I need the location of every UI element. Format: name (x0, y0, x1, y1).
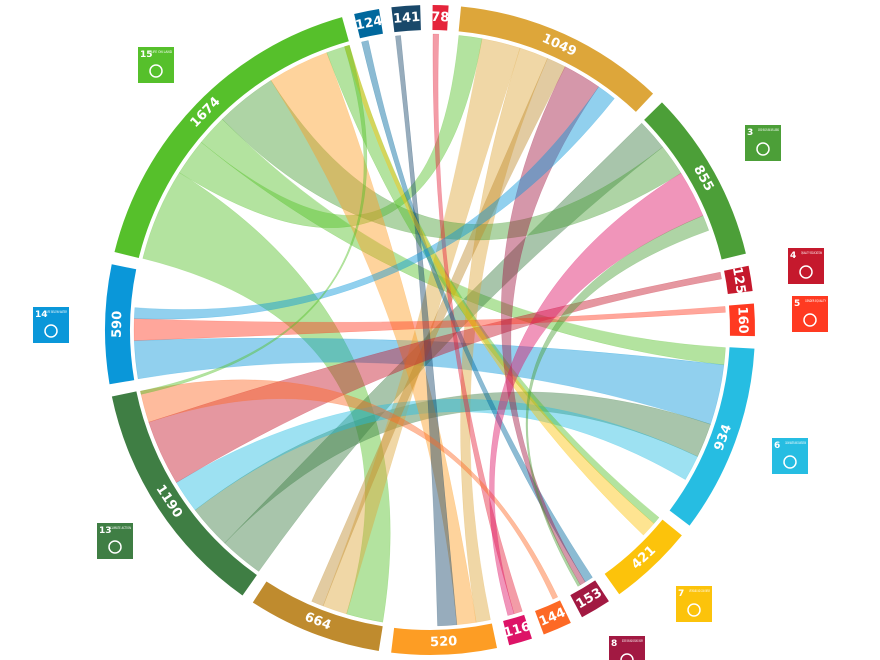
chord (311, 57, 566, 607)
sdg-icon-label: CLEAN WATER AND SANITATION (785, 441, 806, 445)
arc-segment (391, 623, 498, 655)
arc-segment (105, 264, 137, 385)
sdg-icon-glyph (108, 540, 122, 554)
value-label: 124 (354, 14, 384, 34)
sdg-icon-label: LIFE BELOW WATER (46, 310, 67, 314)
chord (221, 80, 682, 241)
arc-segment (724, 265, 753, 295)
arc-segment (570, 580, 609, 618)
sdg-icon-number: 7 (678, 589, 684, 599)
arc-segment (604, 519, 682, 595)
sdg-icon-number: 3 (747, 128, 753, 138)
arc-segment (391, 5, 421, 33)
value-label: 141 (393, 10, 421, 27)
sdg-icon-number: 8 (611, 639, 617, 649)
sdg-icon-glyph (799, 265, 813, 279)
arc-segment (644, 102, 746, 260)
sdg-icon-label: DECENT WORK AND ECONOMIC GROWTH (622, 639, 643, 643)
sdg-icon-glyph (803, 313, 817, 327)
value-label: 116 (502, 619, 532, 641)
arcs: 124 141 7810498551251609344211531441165206… (105, 5, 755, 655)
chord (344, 44, 655, 536)
value-label: 78 (431, 10, 450, 26)
chord (525, 215, 710, 587)
sdg-icon-glyph (783, 455, 797, 469)
arc-segment (503, 614, 532, 646)
sdg-icon-label: QUALITY EDUCATION (801, 251, 822, 255)
sdg-icon-number: 15 (140, 50, 153, 60)
sdg-icon-label: GENDER EQUALITY (805, 299, 826, 303)
sdg-icon-label: CLIMATE ACTION (110, 526, 131, 530)
sdg-icon-glyph (756, 142, 770, 156)
chord (148, 271, 722, 483)
sdg-icon-label: GOOD HEALTH AND WELL-BEING (758, 128, 779, 132)
chord (501, 66, 600, 586)
chord (140, 379, 559, 600)
chord (133, 306, 726, 341)
chord (224, 122, 664, 572)
chord (361, 40, 593, 583)
chord (460, 47, 548, 623)
chord (133, 337, 725, 425)
value-label: 520 (430, 634, 458, 650)
sdg-icon-number: 4 (790, 251, 796, 261)
arc-segment (111, 391, 257, 596)
value-label: 125 (729, 266, 748, 295)
chord (322, 38, 521, 615)
sdg-icon (609, 636, 645, 660)
sdg-icon-number: 5 (794, 299, 800, 309)
chord (489, 172, 704, 616)
arc-segment (728, 303, 755, 337)
sdg-icon-glyph (620, 653, 634, 660)
chord (194, 391, 711, 544)
arc-segment (669, 347, 755, 526)
chord (395, 35, 458, 627)
chord (326, 44, 660, 524)
sdg-icon-number: 13 (99, 526, 112, 536)
sdg-icon-label: LIFE ON LAND (151, 50, 172, 54)
arc-segment (534, 600, 571, 635)
arc-segment (432, 5, 449, 31)
chord (200, 118, 726, 366)
chord (142, 172, 391, 623)
arc-segment (354, 9, 383, 39)
sdg-icon-glyph (149, 64, 163, 78)
arc-segment (114, 17, 349, 259)
arc-segment (252, 581, 383, 651)
value-label: 160 (734, 306, 750, 334)
arc-segment (458, 6, 654, 112)
chord (140, 44, 368, 395)
chord (432, 33, 523, 615)
chord (270, 52, 477, 626)
sdg-icon-glyph (44, 324, 58, 338)
chord (178, 35, 483, 229)
sdg-icon-label: AFFORDABLE AND CLEAN ENERGY (689, 589, 710, 593)
chord (176, 398, 698, 511)
sdg-icon-glyph (687, 603, 701, 617)
chords (133, 33, 726, 627)
value-label: 590 (110, 311, 125, 338)
chord (133, 86, 615, 320)
sdg-icon-number: 14 (35, 310, 48, 320)
sdg-icon-number: 6 (774, 441, 780, 451)
